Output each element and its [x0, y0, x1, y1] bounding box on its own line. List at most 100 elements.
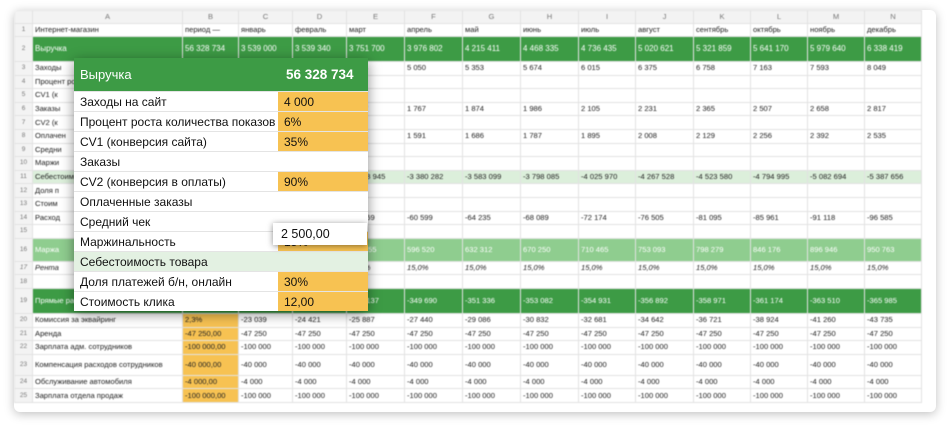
cell[interactable]	[807, 224, 865, 239]
card-row-value[interactable]: 30%	[278, 272, 368, 291]
cell[interactable]	[520, 88, 579, 103]
cell[interactable]: -100 000	[635, 388, 694, 403]
cell[interactable]: 5 641 170	[750, 36, 808, 62]
column-header[interactable]: J	[635, 10, 694, 24]
column-header[interactable]: L	[750, 10, 808, 24]
cell[interactable]: -100 000	[864, 340, 922, 355]
cell[interactable]: 15,0%	[578, 260, 636, 276]
cell[interactable]: 1 787	[520, 128, 579, 144]
column-header[interactable]: D	[292, 10, 347, 24]
cell[interactable]: -100 000	[693, 340, 751, 355]
cell[interactable]: -24 421	[292, 312, 347, 328]
cell[interactable]: -40 000	[238, 353, 293, 376]
column-header[interactable]: F	[404, 10, 463, 24]
cell[interactable]	[520, 115, 579, 130]
cell[interactable]: 2 535	[864, 128, 922, 144]
cell[interactable]: период —	[182, 23, 239, 37]
row-number[interactable]: 4	[14, 74, 33, 90]
cell[interactable]: 798 279	[693, 237, 751, 262]
cell[interactable]: 2 817	[864, 101, 922, 117]
cell[interactable]	[750, 196, 808, 212]
cell[interactable]: -100 000	[346, 340, 405, 355]
cell[interactable]	[520, 224, 579, 239]
column-header[interactable]: G	[462, 10, 521, 24]
cell[interactable]	[578, 156, 636, 171]
cell[interactable]: -5 082 694	[807, 169, 865, 185]
cell[interactable]	[864, 88, 922, 103]
cell[interactable]	[807, 115, 865, 130]
cell[interactable]: -100 000	[807, 340, 865, 355]
row-number[interactable]: 7	[14, 115, 33, 130]
cell[interactable]: -40 000	[864, 353, 922, 376]
cell[interactable]	[693, 196, 751, 212]
cell[interactable]: -43 735	[864, 312, 922, 328]
cell[interactable]: -29 086	[462, 312, 521, 328]
cell[interactable]: -349 690	[404, 287, 463, 314]
cell[interactable]: 5 050	[404, 61, 463, 76]
cell[interactable]: 632 312	[462, 237, 521, 262]
row-number[interactable]: 10	[14, 156, 33, 171]
cell[interactable]	[578, 224, 636, 239]
cell[interactable]: -64 235	[462, 210, 521, 226]
cell[interactable]	[750, 183, 808, 198]
cell[interactable]: -36 721	[693, 312, 751, 328]
cell[interactable]: -4 025 970	[578, 169, 636, 185]
cell[interactable]: 56 328 734	[182, 36, 239, 62]
cell[interactable]: -40 000	[404, 353, 463, 376]
row-number[interactable]: 11	[14, 169, 33, 185]
cell[interactable]: -32 681	[578, 312, 636, 328]
cell[interactable]: 15,0%	[404, 260, 463, 276]
cell[interactable]	[635, 115, 694, 130]
select-all-corner[interactable]	[14, 10, 33, 24]
cell[interactable]: 5 353	[462, 61, 521, 76]
cell[interactable]: -100 000	[292, 388, 347, 403]
cell[interactable]	[578, 183, 636, 198]
cell[interactable]: 5 321 859	[693, 36, 751, 62]
cell[interactable]	[864, 142, 922, 158]
cell[interactable]: 7 593	[807, 61, 865, 76]
cell[interactable]	[693, 88, 751, 103]
cell[interactable]: 15,0%	[462, 260, 521, 276]
cell[interactable]: -365 985	[864, 287, 922, 314]
cell[interactable]: 710 465	[578, 237, 636, 262]
cell[interactable]: -100 000	[238, 340, 293, 355]
cell[interactable]	[750, 274, 808, 289]
cell[interactable]	[864, 224, 922, 239]
cell[interactable]	[462, 88, 521, 103]
cell[interactable]: -4 267 528	[635, 169, 694, 185]
cell[interactable]: -40 000	[635, 353, 694, 376]
row-number[interactable]: 24	[14, 374, 33, 390]
cell[interactable]: -40 000,00	[182, 353, 239, 376]
cell[interactable]	[750, 115, 808, 130]
cell[interactable]: -47 250	[520, 326, 579, 342]
cell[interactable]	[750, 224, 808, 239]
cell[interactable]: -4 523 580	[693, 169, 751, 185]
cell[interactable]: июнь	[520, 23, 579, 37]
cell[interactable]: -100 000	[346, 388, 405, 403]
cell[interactable]	[520, 74, 579, 90]
cell[interactable]: декабрь	[864, 23, 922, 37]
cell[interactable]: -3 380 282	[404, 169, 463, 185]
card-row-value[interactable]: 4 000	[278, 92, 368, 111]
cell[interactable]: -23 039	[238, 312, 293, 328]
cell[interactable]	[578, 274, 636, 289]
row-number[interactable]: 3	[14, 61, 33, 76]
cell[interactable]	[750, 88, 808, 103]
cell[interactable]: -47 250	[238, 326, 293, 342]
cell[interactable]: -100 000	[807, 388, 865, 403]
card-row-value[interactable]: 12,00	[278, 292, 368, 311]
row-number[interactable]: 16	[14, 237, 33, 262]
cell[interactable]: 6 375	[635, 61, 694, 76]
cell[interactable]: Комиссия за эквайринг	[32, 312, 183, 328]
cell[interactable]: май	[462, 23, 521, 37]
cell[interactable]	[462, 156, 521, 171]
cell[interactable]	[635, 142, 694, 158]
cell[interactable]: 3 539 340	[292, 36, 347, 62]
cell[interactable]: -47 250,00	[182, 326, 239, 342]
row-number[interactable]: 25	[14, 388, 33, 403]
cell[interactable]	[520, 142, 579, 158]
cell[interactable]: -100 000	[635, 340, 694, 355]
cell[interactable]: -100 000,00	[182, 340, 239, 355]
cell[interactable]: -100 000	[578, 340, 636, 355]
cell[interactable]: -100 000	[404, 388, 463, 403]
